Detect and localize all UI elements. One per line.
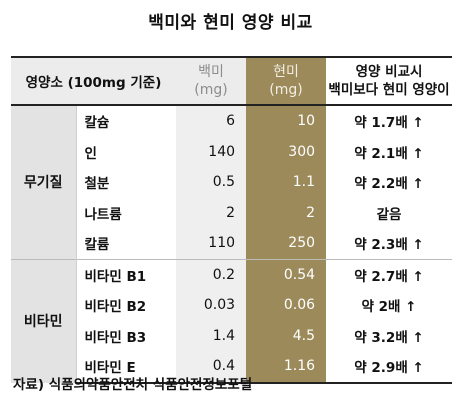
table-row: 인 140 300 약 2.1배 ↑ [11,136,453,167]
white-rice-value: 0.5 [176,167,247,198]
nutrition-comparison-table: 영양소 (100mg 기준) 백미 (mg) 현미 (mg) 영양 비교시 백미… [11,56,453,384]
source-note: 자료) 식품의약품안전처 식품안전정보포털 [13,377,253,393]
header-comparison-line2: 백미보다 현미 영양이 [328,82,450,98]
header-row: 영양소 (100mg 기준) 백미 (mg) 현미 (mg) 영양 비교시 백미… [11,56,453,106]
table-row: 칼륨 110 250 약 2.3배 ↑ [11,228,453,259]
white-rice-value: 2 [176,197,247,228]
white-rice-value: 0.4 [176,351,247,384]
header-white-rice: 백미 (mg) [176,56,247,106]
table-row: 나트륨 2 2 같음 [11,197,453,228]
brown-rice-value: 0.54 [246,258,327,290]
white-rice-value: 1.4 [176,320,247,351]
table-row: 비타민 비타민 B1 0.2 0.54 약 2.7배 ↑ [11,258,453,383]
brown-rice-value: 0.06 [246,290,327,321]
header-comparison: 영양 비교시 백미보다 현미 영양이 [326,56,453,106]
header-comparison-line1: 영양 비교시 [355,64,423,80]
table-row: 비타민 E 0.4 1.16 약 2.9배 ↑ [11,351,453,384]
comparison-value: 약 2.2배 ↑ [326,167,453,198]
item-name: 칼슘 [76,105,177,137]
comparison-value: 약 1.7배 ↑ [326,105,453,137]
comparison-value: 약 2.1배 ↑ [326,136,453,167]
brown-rice-value: 1.1 [246,167,327,198]
item-name: 비타민 B3 [76,320,177,351]
page-title: 백미와 현미 영양 비교 [148,13,313,33]
header-brown-rice-label: 현미 [273,64,299,80]
table-row: 비타민 B3 1.4 4.5 약 3.2배 ↑ [11,320,453,351]
group-label-minerals: 무기질 [11,105,77,259]
item-name: 철분 [76,167,177,198]
header-white-rice-unit: (mg) [194,82,228,98]
brown-rice-value: 1.16 [246,351,327,384]
white-rice-value: 0.2 [176,258,247,290]
white-rice-value: 110 [176,228,247,259]
group-label-vitamins: 비타민 [11,258,77,383]
comparison-value: 약 2.3배 ↑ [326,228,453,259]
brown-rice-value: 10 [246,105,327,137]
brown-rice-value: 300 [246,136,327,167]
item-name: 비타민 B1 [76,258,177,290]
item-name: 나트륨 [76,197,177,228]
item-name: 인 [76,136,177,167]
header-nutrient: 영양소 (100mg 기준) [11,56,177,106]
header-white-rice-label: 백미 [198,64,224,80]
table-row: 비타민 B2 0.03 0.06 약 2배 ↑ [11,290,453,321]
table-row: 무기질 칼슘 6 10 약 1.7배 ↑ [11,105,453,259]
white-rice-value: 6 [176,105,247,137]
item-name: 비타민 E [76,351,177,384]
white-rice-value: 140 [176,136,247,167]
brown-rice-value: 250 [246,228,327,259]
comparison-value: 약 2.9배 ↑ [326,351,453,384]
item-name: 비타민 B2 [76,290,177,321]
header-brown-rice: 현미 (mg) [246,56,327,106]
table-row: 철분 0.5 1.1 약 2.2배 ↑ [11,167,453,198]
brown-rice-value: 4.5 [246,320,327,351]
comparison-value: 약 3.2배 ↑ [326,320,453,351]
comparison-value: 같음 [326,197,453,228]
item-name: 칼륨 [76,228,177,259]
comparison-value: 약 2.7배 ↑ [326,258,453,290]
comparison-value: 약 2배 ↑ [326,290,453,321]
brown-rice-value: 2 [246,197,327,228]
header-brown-rice-unit: (mg) [269,82,303,98]
white-rice-value: 0.03 [176,290,247,321]
